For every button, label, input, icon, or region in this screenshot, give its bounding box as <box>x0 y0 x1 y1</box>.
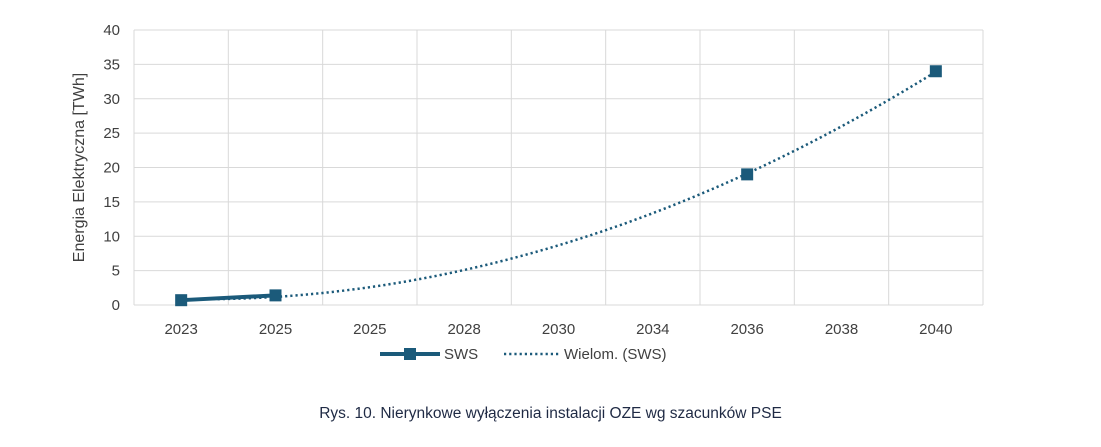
y-tick-label: 30 <box>103 91 120 108</box>
gridlines <box>133 29 984 306</box>
y-axis-title: Energia Elektryczna [TWh] <box>71 73 88 262</box>
x-tick-label: 2040 <box>919 321 952 338</box>
y-tick-label: 40 <box>103 22 120 39</box>
sws-series <box>175 65 942 307</box>
x-axis-ticks: 2023 2025 2025 2028 2030 2034 2036 2038 2040 <box>164 321 952 338</box>
legend-trend-label: Wielom. (SWS) <box>564 346 667 363</box>
trendline-series <box>181 70 937 301</box>
x-tick-label: 2025 <box>259 321 292 338</box>
x-tick-label: 2025 <box>353 321 386 338</box>
x-tick-label: 2023 <box>164 321 197 338</box>
legend-item-sws[interactable]: SWS <box>380 346 478 363</box>
legend-sws-marker <box>404 348 416 360</box>
y-tick-label: 5 <box>112 263 120 280</box>
y-axis-ticks: 0 5 10 15 20 25 30 35 40 <box>103 22 120 314</box>
x-tick-label: 2030 <box>542 321 575 338</box>
sws-data-point[interactable] <box>929 65 942 78</box>
x-tick-label: 2034 <box>636 321 669 338</box>
y-tick-label: 35 <box>103 56 120 73</box>
legend-item-trend[interactable]: Wielom. (SWS) <box>504 346 667 363</box>
sws-data-point[interactable] <box>741 168 754 181</box>
legend-sws-label: SWS <box>444 346 478 363</box>
figure-caption: Rys. 10. Nierynkowe wyłączenia instalacj… <box>319 405 782 422</box>
y-tick-label: 0 <box>112 297 120 314</box>
x-tick-label: 2038 <box>825 321 858 338</box>
y-tick-label: 15 <box>103 194 120 211</box>
trendline-path <box>181 70 937 301</box>
x-tick-label: 2036 <box>730 321 763 338</box>
sws-data-point[interactable] <box>175 294 188 307</box>
legend: SWS Wielom. (SWS) <box>380 346 667 363</box>
sws-line-segment <box>181 293 276 303</box>
y-tick-label: 20 <box>103 160 120 177</box>
sws-data-point[interactable] <box>269 289 282 302</box>
y-tick-label: 10 <box>103 228 120 245</box>
x-tick-label: 2028 <box>447 321 480 338</box>
y-tick-label: 25 <box>103 125 120 142</box>
